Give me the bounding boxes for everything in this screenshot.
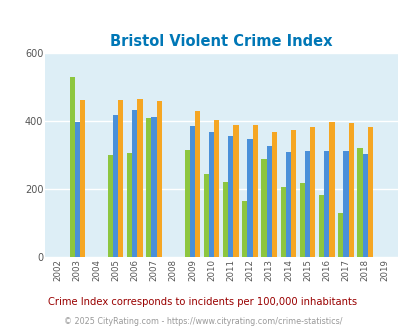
Bar bbox=[228, 136, 233, 257]
Bar bbox=[247, 139, 252, 257]
Bar bbox=[362, 154, 367, 257]
Bar bbox=[318, 195, 324, 257]
Bar bbox=[108, 155, 113, 257]
Bar bbox=[285, 152, 290, 257]
Bar bbox=[242, 201, 247, 257]
Bar bbox=[290, 129, 296, 257]
Bar bbox=[209, 132, 214, 257]
Legend: Bristol, Pennsylvania, National: Bristol, Pennsylvania, National bbox=[78, 328, 364, 330]
Bar bbox=[367, 127, 372, 257]
Title: Bristol Violent Crime Index: Bristol Violent Crime Index bbox=[110, 34, 332, 49]
Bar bbox=[194, 112, 200, 257]
Bar bbox=[184, 150, 190, 257]
Bar bbox=[69, 77, 75, 257]
Bar bbox=[280, 187, 285, 257]
Bar bbox=[356, 148, 362, 257]
Bar bbox=[80, 100, 85, 257]
Bar bbox=[222, 182, 228, 257]
Bar bbox=[190, 126, 194, 257]
Bar bbox=[127, 153, 132, 257]
Bar bbox=[75, 122, 80, 257]
Bar bbox=[271, 132, 276, 257]
Bar bbox=[233, 125, 238, 257]
Bar bbox=[324, 151, 328, 257]
Text: © 2025 CityRating.com - https://www.cityrating.com/crime-statistics/: © 2025 CityRating.com - https://www.city… bbox=[64, 317, 341, 326]
Bar bbox=[252, 125, 257, 257]
Bar bbox=[146, 117, 151, 257]
Bar bbox=[337, 213, 343, 257]
Bar bbox=[214, 120, 219, 257]
Text: Crime Index corresponds to incidents per 100,000 inhabitants: Crime Index corresponds to incidents per… bbox=[48, 297, 357, 307]
Bar bbox=[309, 127, 315, 257]
Bar bbox=[266, 146, 271, 257]
Bar bbox=[304, 151, 309, 257]
Bar bbox=[343, 151, 348, 257]
Bar bbox=[299, 183, 304, 257]
Bar bbox=[137, 99, 142, 257]
Bar bbox=[203, 174, 209, 257]
Bar bbox=[348, 123, 353, 257]
Bar bbox=[328, 122, 334, 257]
Bar bbox=[261, 158, 266, 257]
Bar bbox=[156, 101, 162, 257]
Bar bbox=[132, 110, 137, 257]
Bar bbox=[118, 100, 123, 257]
Bar bbox=[113, 115, 118, 257]
Bar bbox=[151, 117, 156, 257]
